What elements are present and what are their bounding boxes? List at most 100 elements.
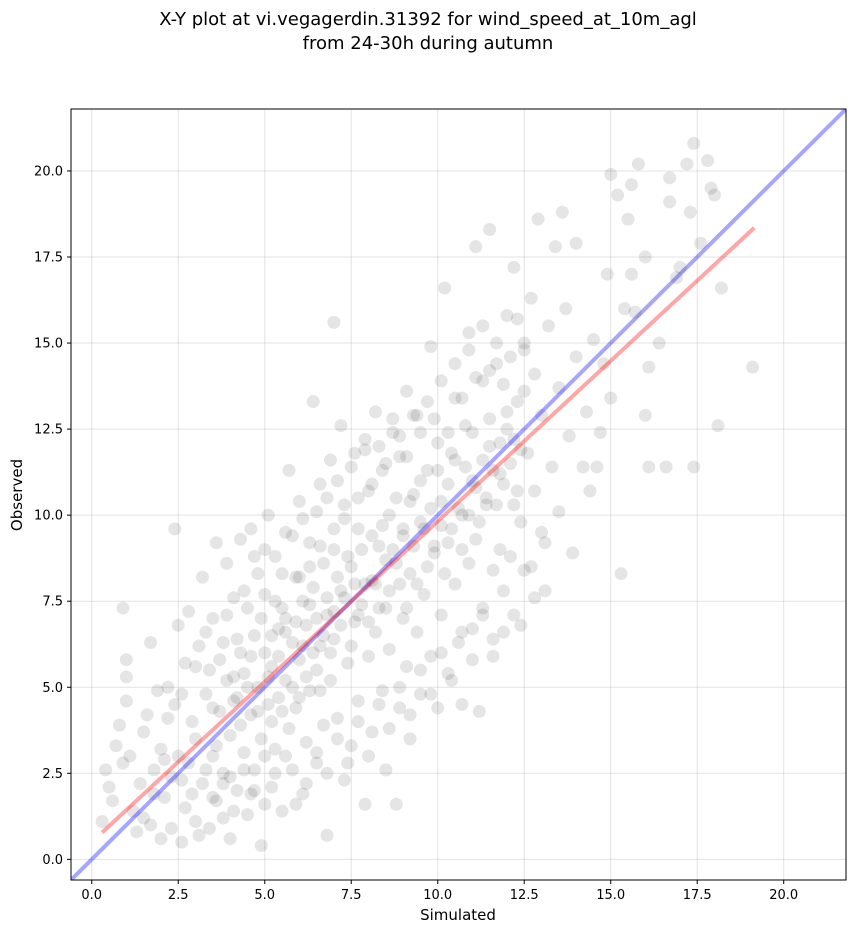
data-point — [524, 560, 538, 574]
data-point — [441, 426, 455, 440]
data-point — [372, 539, 386, 553]
data-point — [680, 157, 694, 171]
fit-line — [100, 226, 756, 834]
data-point — [559, 302, 573, 316]
data-point — [479, 498, 493, 512]
data-point — [164, 770, 178, 784]
data-point — [462, 343, 476, 357]
data-point — [112, 718, 126, 732]
data-point — [261, 697, 275, 711]
data-point — [133, 777, 147, 791]
y-tick-label: 7.5 — [42, 595, 63, 610]
data-point — [372, 697, 386, 711]
data-point — [434, 646, 448, 660]
data-point — [227, 804, 241, 818]
chart-title-line-1: X-Y plot at vi.vegagerdin.31392 for wind… — [159, 9, 697, 30]
data-point — [306, 646, 320, 660]
data-point — [275, 804, 289, 818]
data-point — [199, 625, 213, 639]
data-point — [393, 680, 407, 694]
x-tick-label: 5.0 — [254, 888, 275, 903]
data-point — [382, 584, 396, 598]
data-point — [407, 408, 421, 422]
data-point — [161, 680, 175, 694]
data-point — [320, 491, 334, 505]
data-point — [535, 525, 549, 539]
data-point — [303, 598, 317, 612]
data-point — [289, 570, 303, 584]
data-point — [292, 653, 306, 667]
data-point — [434, 608, 448, 622]
data-point — [528, 484, 542, 498]
data-point — [279, 625, 293, 639]
data-point — [213, 653, 227, 667]
data-point — [441, 666, 455, 680]
data-point — [465, 474, 479, 488]
data-point — [687, 136, 701, 150]
data-point — [517, 336, 531, 350]
data-point — [299, 618, 313, 632]
data-point — [407, 488, 421, 501]
data-point — [358, 443, 372, 457]
data-point — [161, 711, 175, 725]
data-point — [400, 384, 414, 398]
data-point — [490, 357, 504, 371]
identity-line — [71, 109, 846, 880]
data-point — [185, 715, 199, 729]
data-point — [652, 336, 666, 350]
data-point — [410, 577, 424, 591]
data-point — [292, 570, 306, 584]
data-point — [407, 539, 421, 553]
data-point — [642, 460, 656, 474]
data-point — [299, 735, 313, 749]
data-point — [195, 777, 209, 791]
data-point — [265, 780, 279, 794]
data-point — [452, 636, 465, 650]
data-point — [538, 536, 552, 550]
data-point — [337, 591, 351, 605]
data-point — [237, 666, 251, 680]
data-point — [500, 405, 514, 419]
data-point — [164, 821, 178, 835]
data-point — [393, 577, 407, 591]
data-point — [292, 691, 306, 705]
data-point — [279, 749, 293, 763]
data-point — [507, 608, 521, 622]
data-point — [147, 787, 161, 801]
data-point — [213, 704, 227, 718]
data-point — [448, 357, 462, 371]
data-point — [445, 522, 459, 536]
y-tick-label: 0.0 — [42, 853, 63, 868]
data-point — [528, 367, 542, 381]
data-point — [403, 708, 417, 722]
data-point — [175, 835, 189, 849]
data-point — [400, 660, 414, 674]
data-point — [493, 467, 507, 481]
data-point — [445, 673, 459, 687]
data-point — [320, 828, 334, 842]
data-points — [95, 136, 760, 853]
data-point — [517, 384, 531, 398]
x-tick-label: 10.0 — [423, 888, 452, 903]
data-point — [140, 708, 154, 722]
data-point — [282, 722, 296, 736]
data-point — [268, 742, 282, 756]
data-point — [296, 787, 310, 801]
data-point — [216, 811, 230, 825]
data-point — [189, 732, 203, 746]
data-point — [289, 701, 303, 715]
data-point — [424, 501, 438, 515]
data-point — [171, 618, 185, 632]
data-point — [496, 377, 510, 391]
data-point — [351, 608, 365, 622]
data-point — [206, 790, 220, 804]
data-point — [663, 195, 677, 209]
data-point — [673, 260, 687, 274]
data-point — [714, 281, 728, 295]
data-point — [247, 784, 261, 798]
data-point — [701, 154, 715, 168]
data-point — [265, 629, 279, 643]
y-tick-label: 5.0 — [42, 681, 63, 696]
data-point — [483, 412, 497, 426]
